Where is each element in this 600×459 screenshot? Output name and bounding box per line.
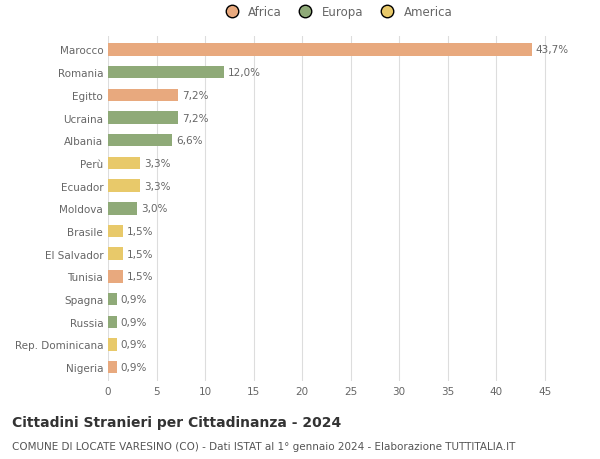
Text: 43,7%: 43,7%	[536, 45, 569, 55]
Text: 1,5%: 1,5%	[127, 226, 153, 236]
Bar	[108, 67, 224, 79]
Bar	[108, 112, 178, 124]
Bar	[108, 134, 172, 147]
Text: 0,9%: 0,9%	[121, 340, 147, 350]
Text: 0,9%: 0,9%	[121, 294, 147, 304]
Bar	[108, 270, 122, 283]
Text: Cittadini Stranieri per Cittadinanza - 2024: Cittadini Stranieri per Cittadinanza - 2…	[12, 415, 341, 429]
Text: COMUNE DI LOCATE VARESINO (CO) - Dati ISTAT al 1° gennaio 2024 - Elaborazione TU: COMUNE DI LOCATE VARESINO (CO) - Dati IS…	[12, 441, 515, 451]
Bar	[108, 316, 117, 328]
Text: 6,6%: 6,6%	[176, 136, 202, 146]
Bar	[108, 44, 532, 56]
Text: 3,0%: 3,0%	[141, 204, 167, 214]
Text: 7,2%: 7,2%	[182, 113, 208, 123]
Bar	[108, 202, 137, 215]
Bar	[108, 338, 117, 351]
Text: 0,9%: 0,9%	[121, 363, 147, 372]
Bar	[108, 293, 117, 306]
Text: 1,5%: 1,5%	[127, 249, 153, 259]
Text: 1,5%: 1,5%	[127, 272, 153, 282]
Text: 3,3%: 3,3%	[144, 158, 170, 168]
Bar	[108, 90, 178, 102]
Text: 3,3%: 3,3%	[144, 181, 170, 191]
Legend: Africa, Europa, America: Africa, Europa, America	[215, 1, 457, 24]
Bar	[108, 157, 140, 170]
Bar	[108, 225, 122, 238]
Bar	[108, 361, 117, 374]
Bar	[108, 180, 140, 192]
Text: 0,9%: 0,9%	[121, 317, 147, 327]
Text: 7,2%: 7,2%	[182, 90, 208, 101]
Bar	[108, 248, 122, 260]
Text: 12,0%: 12,0%	[229, 68, 262, 78]
